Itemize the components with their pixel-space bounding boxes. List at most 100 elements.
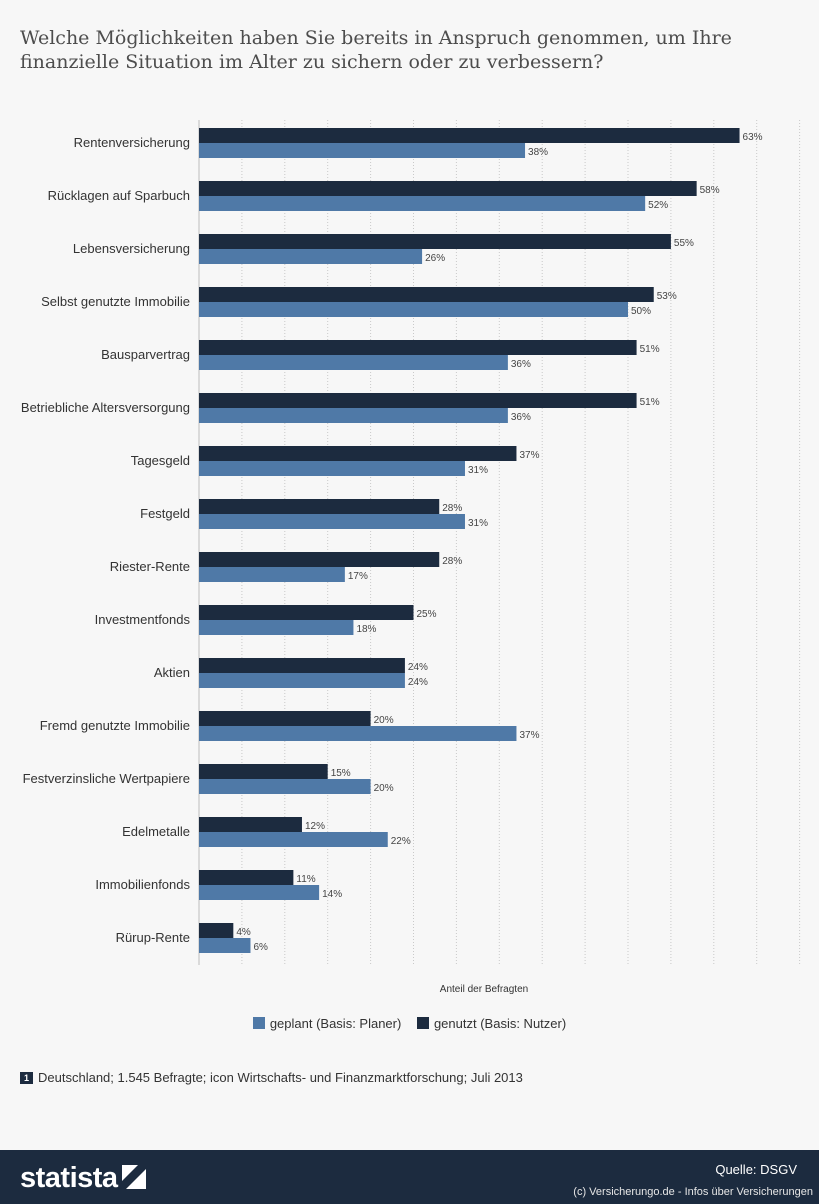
category-label: Lebensversicherung (73, 241, 190, 256)
data-label: 18% (356, 624, 376, 635)
statista-logo[interactable]: statista (20, 1162, 118, 1194)
bar-genutzt[interactable] (199, 181, 697, 196)
source-text: Quelle: DSGV (715, 1162, 797, 1177)
bar-genutzt[interactable] (199, 340, 637, 355)
bar-genutzt[interactable] (199, 923, 234, 938)
bar-geplant[interactable] (199, 779, 371, 794)
bar-genutzt[interactable] (199, 499, 440, 514)
legend-label-genutzt: genutzt (Basis: Nutzer) (433, 1016, 567, 1032)
bar-genutzt[interactable] (199, 446, 517, 461)
bar-genutzt[interactable] (199, 393, 637, 408)
category-label: Rücklagen auf Sparbuch (48, 188, 190, 203)
bar-geplant[interactable] (199, 249, 423, 264)
legend-label-geplant: geplant (Basis: Planer) (269, 1016, 402, 1032)
bar-genutzt[interactable] (199, 817, 302, 832)
bar-chart: Rentenversicherung 63% 38% Rücklagen auf Sp… (21, 120, 801, 995)
bar-geplant[interactable] (199, 143, 526, 158)
statista-logo-icon (122, 1165, 146, 1189)
bar-geplant[interactable] (199, 673, 405, 688)
data-label: 20% (374, 783, 394, 794)
bar-genutzt[interactable] (199, 234, 671, 249)
bar-geplant[interactable] (199, 832, 388, 847)
data-label: 51% (640, 344, 660, 355)
data-label: 14% (322, 889, 342, 900)
category-label: Immobilienfonds (95, 877, 190, 892)
data-label: 36% (511, 412, 531, 423)
data-label: 37% (519, 730, 539, 741)
bar-genutzt[interactable] (199, 711, 371, 726)
legend-item-geplant[interactable]: geplant (Basis: Planer) (252, 1016, 402, 1032)
category-label: Selbst genutzte Immobilie (41, 294, 190, 309)
data-label: 36% (511, 359, 531, 370)
data-label: 37% (519, 450, 539, 461)
bar-genutzt[interactable] (199, 870, 294, 885)
bar-geplant[interactable] (199, 885, 320, 900)
data-label: 26% (425, 253, 445, 264)
bar-genutzt[interactable] (199, 128, 740, 143)
bar-geplant[interactable] (199, 726, 517, 741)
data-label: 53% (657, 291, 677, 302)
data-label: 17% (348, 571, 368, 582)
category-label: Aktien (154, 665, 190, 680)
labels: Rentenversicherung 63% 38% Rücklagen auf Sp… (21, 132, 763, 953)
data-label: 11% (296, 874, 315, 885)
bar-geplant[interactable] (199, 461, 465, 476)
bar-geplant[interactable] (199, 196, 646, 211)
footnote-badge: 1 (20, 1072, 34, 1084)
data-label: 22% (391, 836, 411, 847)
data-label: 31% (468, 465, 488, 476)
footer-bar: statista Quelle: DSGV (c) Versicherungo.… (0, 1150, 819, 1204)
data-label: 31% (468, 518, 488, 529)
data-label: 4% (236, 927, 251, 938)
data-label: 51% (640, 397, 660, 408)
data-label: 24% (408, 677, 428, 688)
legend-item-genutzt[interactable]: genutzt (Basis: Nutzer) (416, 1016, 567, 1032)
data-label: 55% (674, 238, 694, 249)
bar-geplant[interactable] (199, 938, 251, 953)
data-label: 24% (408, 662, 428, 673)
data-label: 38% (528, 147, 548, 158)
bar-geplant[interactable] (199, 355, 508, 370)
bar-geplant[interactable] (199, 567, 345, 582)
data-label: 12% (305, 821, 325, 832)
data-label: 50% (631, 306, 651, 317)
category-label: Investmentfonds (95, 612, 191, 627)
x-axis-title: Anteil der Befragten (440, 984, 528, 995)
bar-geplant[interactable] (199, 408, 508, 423)
credit-link[interactable]: (c) Versicherungo.de - Infos über Versic… (573, 1186, 813, 1198)
data-label: 25% (417, 609, 437, 620)
footnote-text: Deutschland; 1.545 Befragte; icon Wirtsc… (38, 1070, 523, 1085)
data-label: 28% (442, 503, 462, 514)
category-label: Edelmetalle (122, 824, 190, 839)
category-label: Riester-Rente (110, 559, 190, 574)
footnote: 1 Deutschland; 1.545 Befragte; icon Wirts… (20, 1070, 523, 1085)
data-label: 15% (331, 768, 351, 779)
bar-geplant[interactable] (199, 620, 354, 635)
category-label: Betriebliche Altersversorgung (21, 400, 190, 415)
data-label: 52% (648, 200, 668, 211)
data-label: 63% (743, 132, 763, 143)
bar-genutzt[interactable] (199, 287, 654, 302)
category-label: Bausparvertrag (101, 347, 190, 362)
data-label: 58% (700, 185, 720, 196)
legend-swatch-genutzt (416, 1017, 429, 1030)
data-label: 28% (442, 556, 462, 567)
legend-swatch-geplant (252, 1017, 265, 1030)
data-label: 6% (253, 942, 268, 953)
category-label: Tagesgeld (131, 453, 190, 468)
bar-genutzt[interactable] (199, 605, 414, 620)
category-label: Festgeld (140, 506, 190, 521)
legend: geplant (Basis: Planer) genutzt (Basis: … (0, 1015, 819, 1031)
bar-geplant[interactable] (199, 302, 628, 317)
chart-title: Welche Möglichkeiten haben Sie bereits i… (20, 27, 732, 73)
category-label: Fremd genutzte Immobilie (40, 718, 190, 733)
category-label: Rürup-Rente (116, 930, 190, 945)
category-label: Festverzinsliche Wertpapiere (23, 771, 190, 786)
bars (199, 128, 740, 953)
category-label: Rentenversicherung (74, 135, 190, 150)
data-label: 20% (374, 715, 394, 726)
bar-genutzt[interactable] (199, 658, 405, 673)
bar-geplant[interactable] (199, 514, 465, 529)
bar-genutzt[interactable] (199, 764, 328, 779)
bar-genutzt[interactable] (199, 552, 440, 567)
